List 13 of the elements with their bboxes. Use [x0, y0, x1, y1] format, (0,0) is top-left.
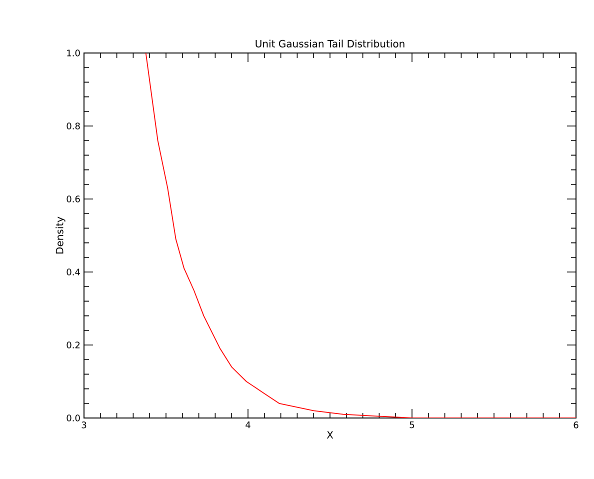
chart-title: Unit Gaussian Tail Distribution [256, 40, 404, 48]
y-tick-label: 1.0 [67, 50, 80, 56]
y-tick-label: 0.2 [66, 342, 80, 348]
y-tick-label: 0.8 [66, 122, 80, 130]
x-tick-label: 5 [410, 422, 414, 428]
y-axis-title: Density [56, 216, 66, 254]
y-tick-label: 0.6 [66, 196, 80, 202]
x-tick-label: 3 [82, 422, 86, 428]
y-tick-label: 0.0 [66, 414, 80, 422]
x-tick-label: 4 [246, 422, 250, 428]
y-tick-label: 0.4 [66, 268, 80, 276]
x-tick-label: 6 [574, 422, 578, 428]
x-axis-title: X [326, 431, 334, 438]
